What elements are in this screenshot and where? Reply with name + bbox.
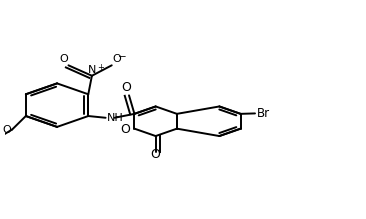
Text: O: O [2,125,11,135]
Text: Br: Br [257,107,270,120]
Text: O: O [151,148,161,161]
Text: O: O [112,54,121,64]
Text: O: O [60,54,68,64]
Text: +: + [97,63,104,72]
Text: O: O [121,81,131,94]
Text: −: − [117,53,126,62]
Text: O: O [120,123,130,136]
Text: N: N [88,65,96,75]
Text: NH: NH [107,113,123,123]
